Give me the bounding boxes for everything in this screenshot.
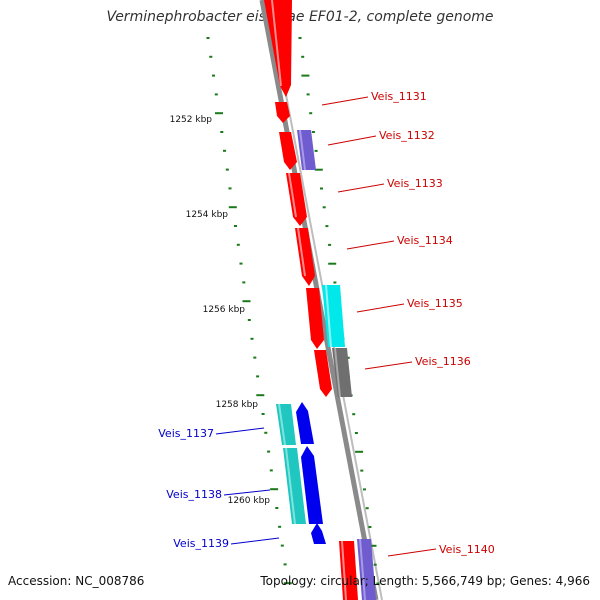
gene-label-veis-1135[interactable]: Veis_1135 bbox=[407, 297, 463, 310]
accession-text: Accession: NC_008786 bbox=[8, 574, 145, 588]
map-title: Verminephrobacter eiseniae EF01-2, compl… bbox=[106, 9, 494, 25]
backbone bbox=[259, 0, 383, 600]
axis-labels: 1252 kbp 1254 kbp 1256 kbp 1258 kbp 1260… bbox=[170, 115, 271, 506]
label-leaders bbox=[215, 96, 437, 557]
gene-veis-1138[interactable] bbox=[283, 446, 323, 525]
axis-label: 1254 kbp bbox=[186, 210, 229, 220]
gene-veis-1139[interactable] bbox=[311, 523, 326, 544]
axis-label: 1252 kbp bbox=[170, 115, 213, 125]
gene-label-veis-1134[interactable]: Veis_1134 bbox=[397, 234, 453, 247]
gene-upper-fragment bbox=[264, 0, 292, 123]
gene-veis-1133[interactable] bbox=[286, 172, 307, 226]
gene-veis-1137[interactable] bbox=[276, 402, 314, 446]
gene-label-veis-1131[interactable]: Veis_1131 bbox=[371, 90, 427, 103]
axis-label: 1260 kbp bbox=[228, 496, 271, 506]
gene-label-veis-1136[interactable]: Veis_1136 bbox=[415, 355, 471, 368]
gene-label-veis-1133[interactable]: Veis_1133 bbox=[387, 177, 443, 190]
gene-labels: Veis_1131 Veis_1132 Veis_1133 Veis_1134 … bbox=[158, 90, 494, 556]
genome-summary-text: Topology: circular; Length: 5,566,749 bp… bbox=[260, 574, 590, 588]
axis-label: 1258 kbp bbox=[216, 400, 259, 410]
gene-veis-1140[interactable] bbox=[339, 538, 376, 600]
gene-veis-1134[interactable] bbox=[295, 227, 315, 286]
gene-label-veis-1138[interactable]: Veis_1138 bbox=[166, 488, 222, 501]
gene-label-veis-1140[interactable]: Veis_1140 bbox=[439, 543, 495, 556]
gene-veis-1135[interactable] bbox=[306, 284, 345, 349]
gene-label-veis-1132[interactable]: Veis_1132 bbox=[379, 129, 435, 142]
gene-veis-1136[interactable] bbox=[314, 347, 352, 398]
gene-label-veis-1137[interactable]: Veis_1137 bbox=[158, 427, 214, 440]
gene-veis-1132[interactable] bbox=[279, 129, 316, 171]
axis-label: 1256 kbp bbox=[203, 305, 246, 315]
gene-label-veis-1139[interactable]: Veis_1139 bbox=[173, 537, 229, 550]
outer-ticks bbox=[206, 37, 292, 585]
